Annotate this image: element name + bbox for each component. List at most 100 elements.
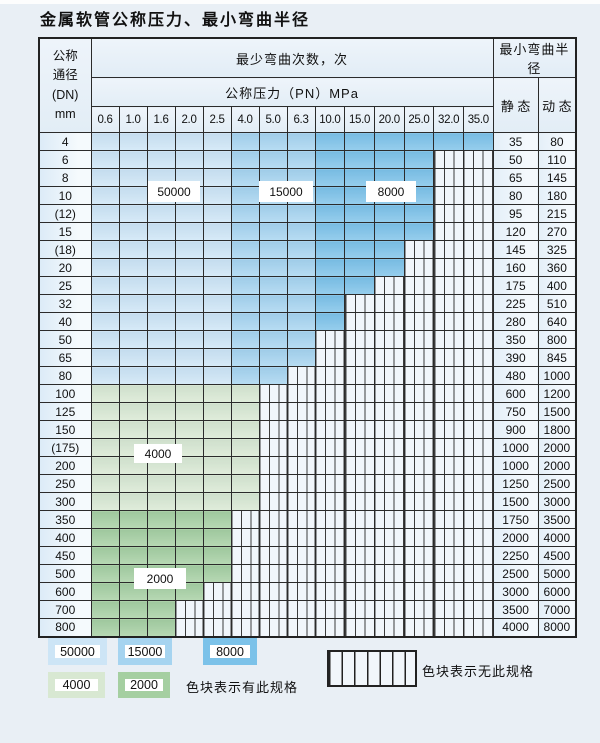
spec-table-wrap: 公称 通径 (DN) mm 最少弯曲次数，次 最小弯曲半径 公称压力（PN）MP… xyxy=(38,37,578,638)
pressure-cell xyxy=(202,420,232,439)
pressure-cell xyxy=(314,366,346,385)
table-row: 6 50 110 xyxy=(38,150,577,169)
pressure-cell xyxy=(373,582,405,601)
pressure-cell xyxy=(373,258,405,277)
pressure-cell xyxy=(174,510,204,529)
bend-cycles-label-15000: 15000 xyxy=(259,181,313,202)
pressure-col-header: 6.3 xyxy=(286,106,316,133)
table-row: 400 2000 4000 xyxy=(38,528,577,547)
pressure-cell xyxy=(344,582,375,601)
pressure-cell xyxy=(344,600,375,619)
pressure-cell xyxy=(403,222,435,241)
dn-cell: 100 xyxy=(38,384,92,403)
pressure-cell xyxy=(433,258,464,277)
static-cell: 50 xyxy=(492,150,539,169)
pressure-cell xyxy=(90,546,120,565)
pressure-cell xyxy=(230,438,260,457)
pressure-cell xyxy=(344,528,375,547)
dn-cell: 65 xyxy=(38,348,92,367)
pressure-cell xyxy=(230,222,260,241)
pressure-cell xyxy=(403,204,435,223)
pressure-cell xyxy=(258,528,288,547)
static-cell: 390 xyxy=(492,348,539,367)
pressure-cell xyxy=(90,474,120,493)
legend-swatch-50000: 50000 xyxy=(48,638,107,665)
pressure-cell xyxy=(230,510,260,529)
pressure-col-header: 35.0 xyxy=(462,106,494,133)
static-cell: 480 xyxy=(492,366,539,385)
pressure-cell xyxy=(433,366,464,385)
dn-cell: 800 xyxy=(38,618,92,637)
pressure-cell xyxy=(314,510,346,529)
pressure-cell xyxy=(462,582,494,601)
pressure-cell xyxy=(146,474,176,493)
pressure-cell xyxy=(202,258,232,277)
table-row: 25 175 400 xyxy=(38,276,577,295)
pressure-cell xyxy=(403,510,435,529)
pressure-cell xyxy=(286,420,316,439)
pressure-cell xyxy=(286,402,316,421)
pressure-cell xyxy=(373,420,405,439)
pressure-cell xyxy=(462,438,494,457)
dynamic-cell: 3000 xyxy=(537,492,577,511)
pressure-cell xyxy=(403,366,435,385)
pressure-cell xyxy=(373,402,405,421)
pressure-cell xyxy=(344,294,375,313)
dynamic-cell: 110 xyxy=(537,150,577,169)
bend-cycles-label-2000: 2000 xyxy=(134,568,186,589)
pressure-cell xyxy=(202,528,232,547)
pressure-cell xyxy=(174,600,204,619)
pressure-cell xyxy=(146,240,176,259)
pressure-cell xyxy=(462,420,494,439)
pressure-cell xyxy=(403,618,435,637)
pressure-spec-table: 公称 通径 (DN) mm 最少弯曲次数，次 最小弯曲半径 公称压力（PN）MP… xyxy=(38,37,578,638)
dn-cell: 8 xyxy=(38,168,92,187)
dn-cell: 350 xyxy=(38,510,92,529)
dn-cell: 400 xyxy=(38,528,92,547)
pressure-cell xyxy=(258,240,288,259)
pressure-cell xyxy=(373,276,405,295)
pressure-cell xyxy=(373,384,405,403)
static-cell: 4000 xyxy=(492,618,539,637)
pressure-cell xyxy=(286,492,316,511)
pressure-cell xyxy=(373,474,405,493)
pressure-cell xyxy=(373,618,405,637)
pressure-cell xyxy=(230,420,260,439)
pressure-cell xyxy=(344,564,375,583)
pressure-cell xyxy=(433,438,464,457)
static-cell: 350 xyxy=(492,330,539,349)
pressure-cell xyxy=(118,222,148,241)
dynamic-cell: 5000 xyxy=(537,564,577,583)
pressure-cell xyxy=(373,294,405,313)
static-cell: 80 xyxy=(492,186,539,205)
pressure-cell xyxy=(462,240,494,259)
static-header: 静 态 xyxy=(492,77,539,133)
pressure-cell xyxy=(118,330,148,349)
pressure-cell xyxy=(403,546,435,565)
pressure-cell xyxy=(286,258,316,277)
table-row: 65 390 845 xyxy=(38,348,577,367)
dynamic-cell: 2000 xyxy=(537,438,577,457)
pressure-cell xyxy=(314,186,346,205)
pressure-cell xyxy=(344,348,375,367)
pressure-cell xyxy=(373,204,405,223)
pressure-cell xyxy=(344,240,375,259)
pressure-cell xyxy=(90,276,120,295)
pressure-cell xyxy=(230,240,260,259)
pressure-cell xyxy=(286,438,316,457)
pressure-cell xyxy=(146,294,176,313)
pressure-cell xyxy=(433,510,464,529)
pressure-cell xyxy=(146,492,176,511)
table-row: (175) 1000 2000 xyxy=(38,438,577,457)
pressure-cell xyxy=(118,474,148,493)
pressure-cell xyxy=(90,456,120,475)
pressure-cell xyxy=(314,438,346,457)
pressure-cell xyxy=(202,330,232,349)
pressure-cell xyxy=(258,348,288,367)
pressure-cell xyxy=(314,312,346,331)
pressure-cell xyxy=(462,546,494,565)
pressure-cell xyxy=(146,150,176,169)
pressure-cell xyxy=(230,258,260,277)
pressure-cell xyxy=(118,348,148,367)
pressure-cell xyxy=(403,312,435,331)
